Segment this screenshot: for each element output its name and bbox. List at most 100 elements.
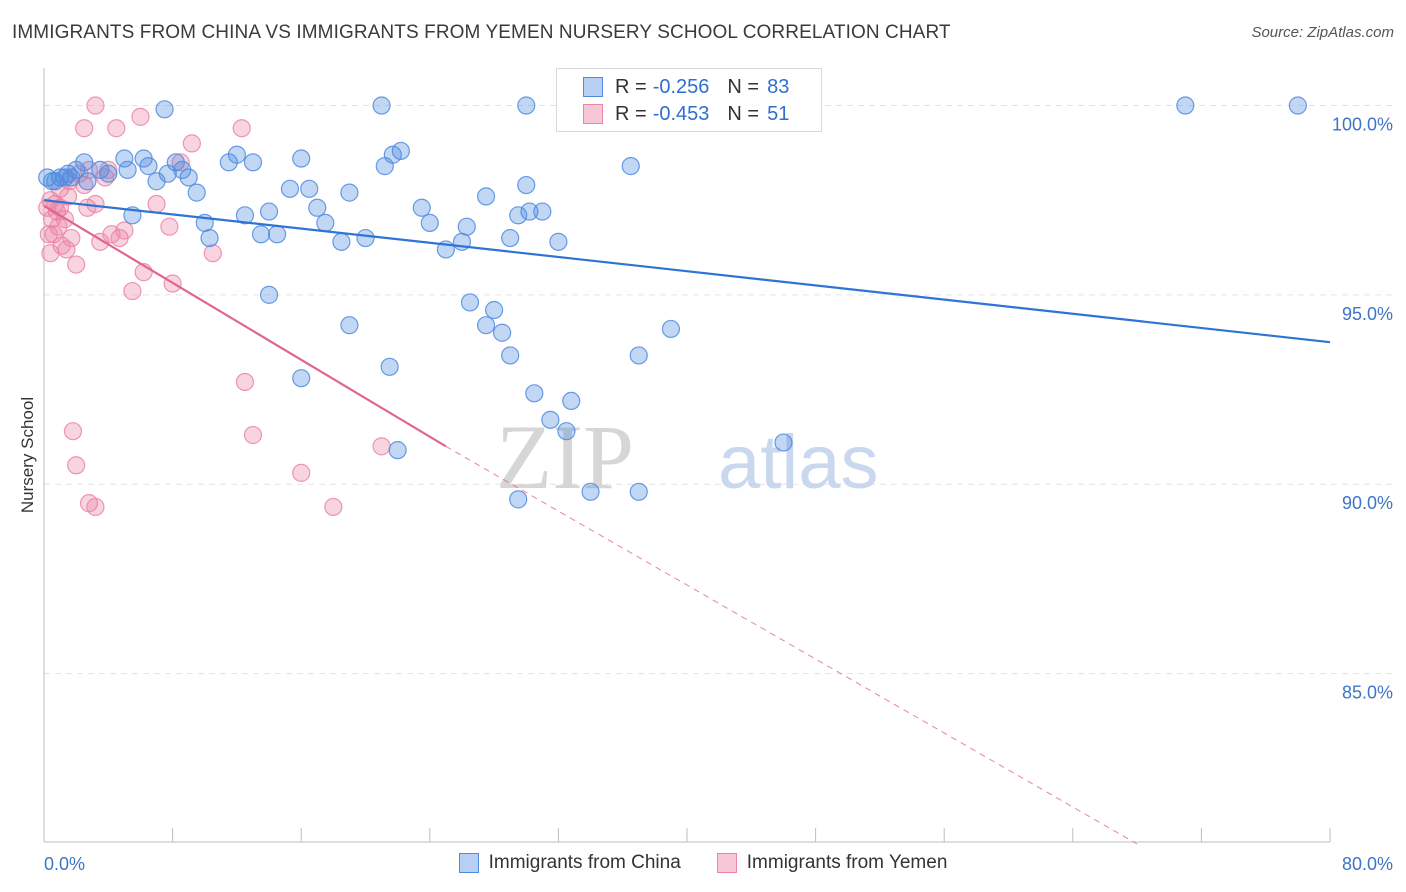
china-point [420,213,439,233]
chart-title: IMMIGRANTS FROM CHINA VS IMMIGRANTS FROM… [12,22,951,43]
china-point [493,323,512,342]
x-tick-label: 80.0% [1342,854,1393,874]
china-point [1288,96,1307,115]
source-credit: Source: ZipAtlas.com [1251,24,1394,41]
china-point [259,202,279,221]
china-point [476,187,496,206]
china-point [308,198,327,217]
yemen-point [131,107,150,126]
china-point [251,225,271,244]
legend-swatch-china [458,853,479,873]
yemen-point [235,372,255,392]
yemen-point [57,240,76,259]
china-point [235,206,255,225]
yemen-point [67,456,86,475]
china-point [485,300,504,320]
correlation-legend: R = -0.256 N = 83 R = -0.453 N = 51 [556,68,822,132]
china-point [562,391,581,411]
china-point [166,153,185,172]
china-point [243,153,263,172]
china-point [340,183,359,202]
china-point [280,179,300,198]
yemen-point [62,228,81,248]
axes [43,68,1331,843]
china-point [520,202,539,221]
china-point [533,202,552,221]
china-point [46,172,65,191]
legend-row-yemen: R = -0.453 N = 51 [557,101,789,127]
yemen-point [79,494,99,513]
china-point [621,157,640,176]
china-point [99,164,118,183]
series-china-points [38,96,1307,509]
china-point [200,228,219,248]
yemen-point [75,119,94,138]
china-point [155,100,174,119]
yemen-point [67,255,86,274]
y-tick-label: 85.0% [1342,683,1393,703]
yemen-point [160,217,179,236]
china-point [292,149,311,168]
series-yemen-points [38,96,391,517]
legend-n-value: 83 [767,75,790,98]
china-point [517,96,536,115]
yemen-point [324,497,343,517]
china-point [332,232,351,251]
legend-r-label: R = [615,75,647,98]
legend-swatch-yemen [716,853,737,873]
china-point [388,441,407,460]
china-point [509,490,528,509]
yemen-point [232,119,251,138]
legend-label-yemen: Immigrants from Yemen [746,852,948,873]
china-point [629,482,648,501]
china-point [187,183,206,202]
china-point [1176,96,1195,115]
legend-row-china: R = -0.256 N = 83 [557,74,789,100]
yemen-point [86,96,105,115]
china-point [115,149,134,168]
tick-labels: 85.0% 90.0% 95.0% 100.0% 0.0% 80.0% [44,115,1393,874]
trend-line-yemen-extension [445,445,1138,845]
yemen-point [41,244,60,263]
china-point [525,384,544,403]
yemen-point [182,134,201,153]
china-point [380,357,399,376]
yemen-point [63,422,83,441]
legend-label-china: Immigrants from China [488,852,681,873]
china-point [581,482,600,501]
china-point [179,168,198,187]
china-point [460,293,480,312]
legend-item-yemen[interactable]: Immigrants from Yemen [716,852,948,874]
legend-item-china[interactable]: Immigrants from China [458,852,681,874]
china-point [75,153,94,172]
china-point [78,172,97,191]
legend-n-value: 51 [767,102,790,125]
yemen-point [203,244,222,263]
china-point [300,179,319,198]
series-legend: Immigrants from China Immigrants from Ye… [0,852,1406,874]
yemen-point [171,153,190,172]
yemen-point [49,217,68,236]
legend-swatch-yemen [583,104,603,124]
trend-line-china [43,199,1331,344]
china-point [557,422,576,441]
x-tick-label: 0.0% [44,854,85,874]
china-point [549,232,568,251]
yemen-point [372,437,391,456]
yemen-point [123,281,142,301]
yemen-point [243,425,263,445]
china-point [139,157,158,176]
yemen-point [292,463,311,482]
china-point [316,213,335,233]
legend-n-label: N = [727,102,760,125]
china-point [412,198,431,217]
china-point [501,228,520,248]
yemen-point [39,225,58,244]
china-point [227,145,246,164]
yemen-point [147,194,166,214]
china-point [774,433,793,452]
china-point [501,346,520,365]
china-point [292,369,311,388]
china-point [661,319,681,339]
legend-r-label: R = [615,102,647,125]
